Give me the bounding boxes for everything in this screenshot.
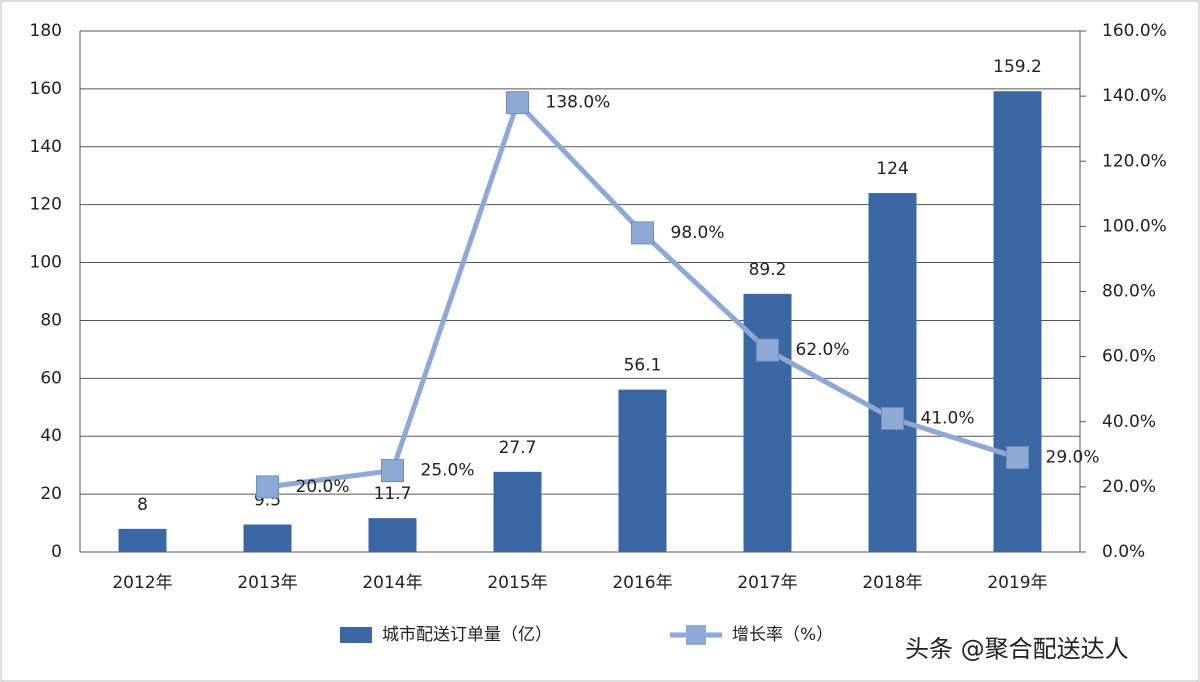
y-tick-label: 100 xyxy=(30,253,62,273)
bar-value-label: 56.1 xyxy=(624,356,662,376)
line-marker xyxy=(1006,446,1029,470)
y2-tick-label: 80.0% xyxy=(1102,282,1156,302)
bar xyxy=(118,528,167,552)
y2-tick-label: 0.0% xyxy=(1102,542,1145,562)
bar xyxy=(493,471,542,552)
bar-value-label: 89.2 xyxy=(749,260,787,280)
y2-tick-label: 160.0% xyxy=(1102,21,1167,41)
line-marker xyxy=(756,338,779,362)
y-tick-label: 140 xyxy=(30,137,62,157)
y2-tick-label: 120.0% xyxy=(1102,151,1167,171)
legend-label: 增长率（%） xyxy=(732,625,833,645)
legend-swatch xyxy=(340,627,372,643)
y2-tick-label: 100.0% xyxy=(1102,216,1167,236)
x-tick-label: 2013年 xyxy=(237,573,297,593)
bar-value-label: 159.2 xyxy=(993,57,1042,77)
bar-value-label: 11.7 xyxy=(374,484,412,504)
bar-value-label: 124 xyxy=(876,159,908,179)
y-tick-label: 120 xyxy=(30,195,62,215)
bar xyxy=(993,91,1042,553)
bar xyxy=(368,518,417,552)
line-value-label: 29.0% xyxy=(1046,448,1100,468)
line-marker xyxy=(506,91,529,115)
y-tick-label: 0 xyxy=(51,542,62,562)
line-value-label: 41.0% xyxy=(921,408,975,428)
y2-tick-label: 20.0% xyxy=(1102,477,1156,497)
y-tick-label: 20 xyxy=(40,484,62,504)
bar-value-label: 27.7 xyxy=(499,438,537,458)
line-marker xyxy=(381,459,404,483)
bar-value-label: 8 xyxy=(137,495,148,515)
x-tick-label: 2016年 xyxy=(612,573,672,593)
x-tick-label: 2012年 xyxy=(112,573,172,593)
x-tick-label: 2015年 xyxy=(487,573,547,593)
y2-tick-label: 40.0% xyxy=(1102,412,1156,432)
y-tick-label: 60 xyxy=(40,368,62,388)
legend-label: 城市配送订单量（亿） xyxy=(382,625,552,645)
bar xyxy=(618,389,667,552)
y-tick-label: 180 xyxy=(30,21,62,41)
x-tick-label: 2017年 xyxy=(737,573,797,593)
line-value-label: 25.0% xyxy=(421,461,475,481)
bar xyxy=(868,193,917,553)
x-tick-label: 2019年 xyxy=(987,573,1047,593)
y-tick-label: 160 xyxy=(30,79,62,99)
y2-tick-label: 60.0% xyxy=(1102,347,1156,367)
line-value-label: 20.0% xyxy=(296,477,350,497)
line-value-label: 98.0% xyxy=(671,223,725,243)
y-tick-label: 80 xyxy=(40,310,62,330)
line-value-label: 138.0% xyxy=(546,93,611,113)
x-tick-label: 2018年 xyxy=(862,573,922,593)
watermark: 头条 @聚合配送达人 xyxy=(905,635,1129,663)
line-marker xyxy=(631,221,654,245)
y2-tick-label: 140.0% xyxy=(1102,86,1167,106)
bar xyxy=(243,524,292,552)
line-marker xyxy=(881,406,904,430)
y-tick-label: 40 xyxy=(40,426,62,446)
line-value-label: 62.0% xyxy=(796,340,850,360)
legend-swatch xyxy=(686,625,706,645)
x-tick-label: 2014年 xyxy=(362,573,422,593)
line-marker xyxy=(256,475,279,499)
